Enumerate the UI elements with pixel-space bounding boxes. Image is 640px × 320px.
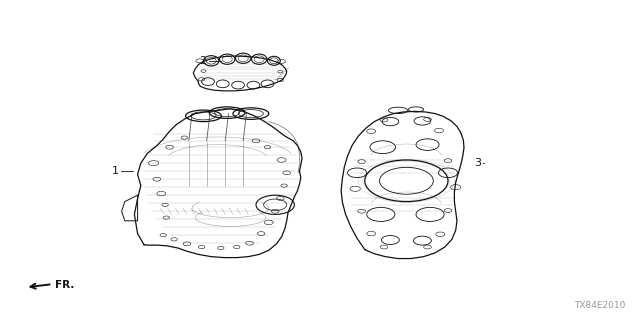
Text: TX84E2010: TX84E2010 bbox=[575, 301, 626, 310]
Text: 3: 3 bbox=[474, 158, 481, 168]
Text: 2: 2 bbox=[199, 56, 206, 66]
Text: 1: 1 bbox=[111, 166, 118, 176]
Text: FR.: FR. bbox=[55, 280, 74, 291]
